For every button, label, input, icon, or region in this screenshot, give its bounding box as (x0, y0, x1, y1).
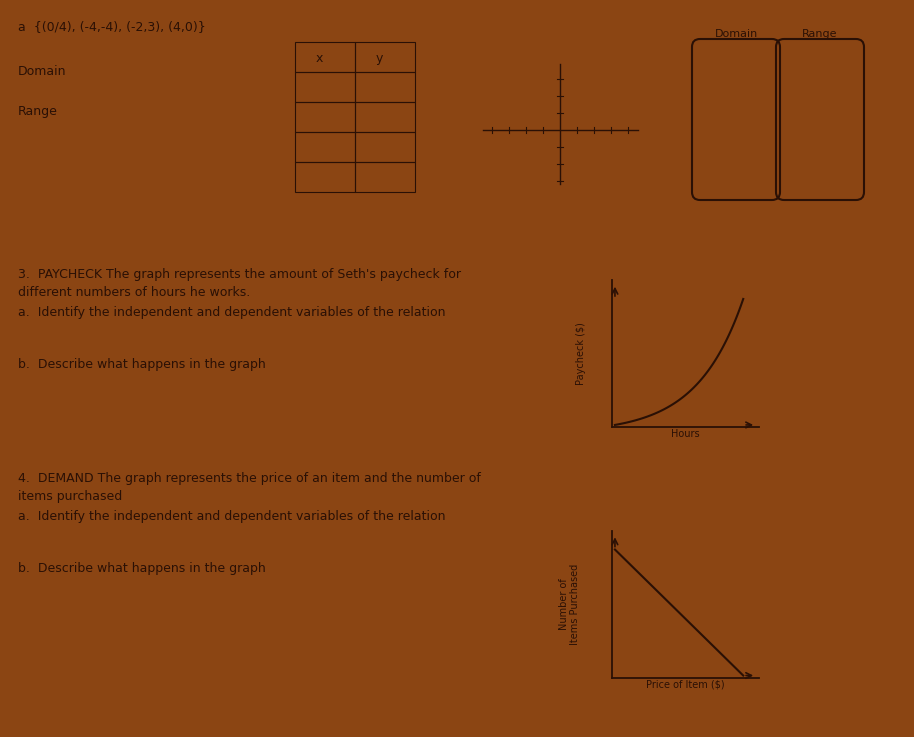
Bar (355, 72, 415, 102)
X-axis label: Hours: Hours (671, 429, 700, 439)
Bar (295, 102, 355, 132)
Bar (295, 132, 355, 162)
Text: a.  Identify the independent and dependent variables of the relation: a. Identify the independent and dependen… (18, 510, 445, 523)
Text: 4.  DEMAND The graph represents the price of an item and the number of: 4. DEMAND The graph represents the price… (18, 472, 481, 485)
Text: b.  Describe what happens in the graph: b. Describe what happens in the graph (18, 358, 266, 371)
Bar (295, 162, 355, 192)
Text: items purchased: items purchased (18, 490, 122, 503)
Text: Range: Range (18, 105, 58, 118)
Text: a.  Identify the independent and dependent variables of the relation: a. Identify the independent and dependen… (18, 306, 445, 319)
Text: y: y (376, 52, 383, 65)
Bar (355, 162, 415, 192)
Text: different numbers of hours he works.: different numbers of hours he works. (18, 286, 250, 299)
Text: a  {(0/4), (-4,-4), (-2,3), (4,0)}: a {(0/4), (-4,-4), (-2,3), (4,0)} (18, 20, 206, 33)
Text: 3.  PAYCHECK The graph represents the amount of Seth's paycheck for: 3. PAYCHECK The graph represents the amo… (18, 268, 461, 281)
Y-axis label: Number of
Items Purchased: Number of Items Purchased (558, 564, 580, 645)
Bar (295, 42, 355, 72)
Text: Range: Range (802, 29, 838, 39)
Y-axis label: Paycheck ($): Paycheck ($) (576, 322, 586, 385)
Text: Domain: Domain (18, 65, 67, 78)
Text: Domain: Domain (715, 29, 758, 39)
X-axis label: Price of Item ($): Price of Item ($) (646, 680, 725, 689)
Bar (355, 102, 415, 132)
Text: b.  Describe what happens in the graph: b. Describe what happens in the graph (18, 562, 266, 575)
Text: x: x (316, 52, 324, 65)
Bar (355, 132, 415, 162)
Bar (355, 42, 415, 72)
Bar (295, 72, 355, 102)
